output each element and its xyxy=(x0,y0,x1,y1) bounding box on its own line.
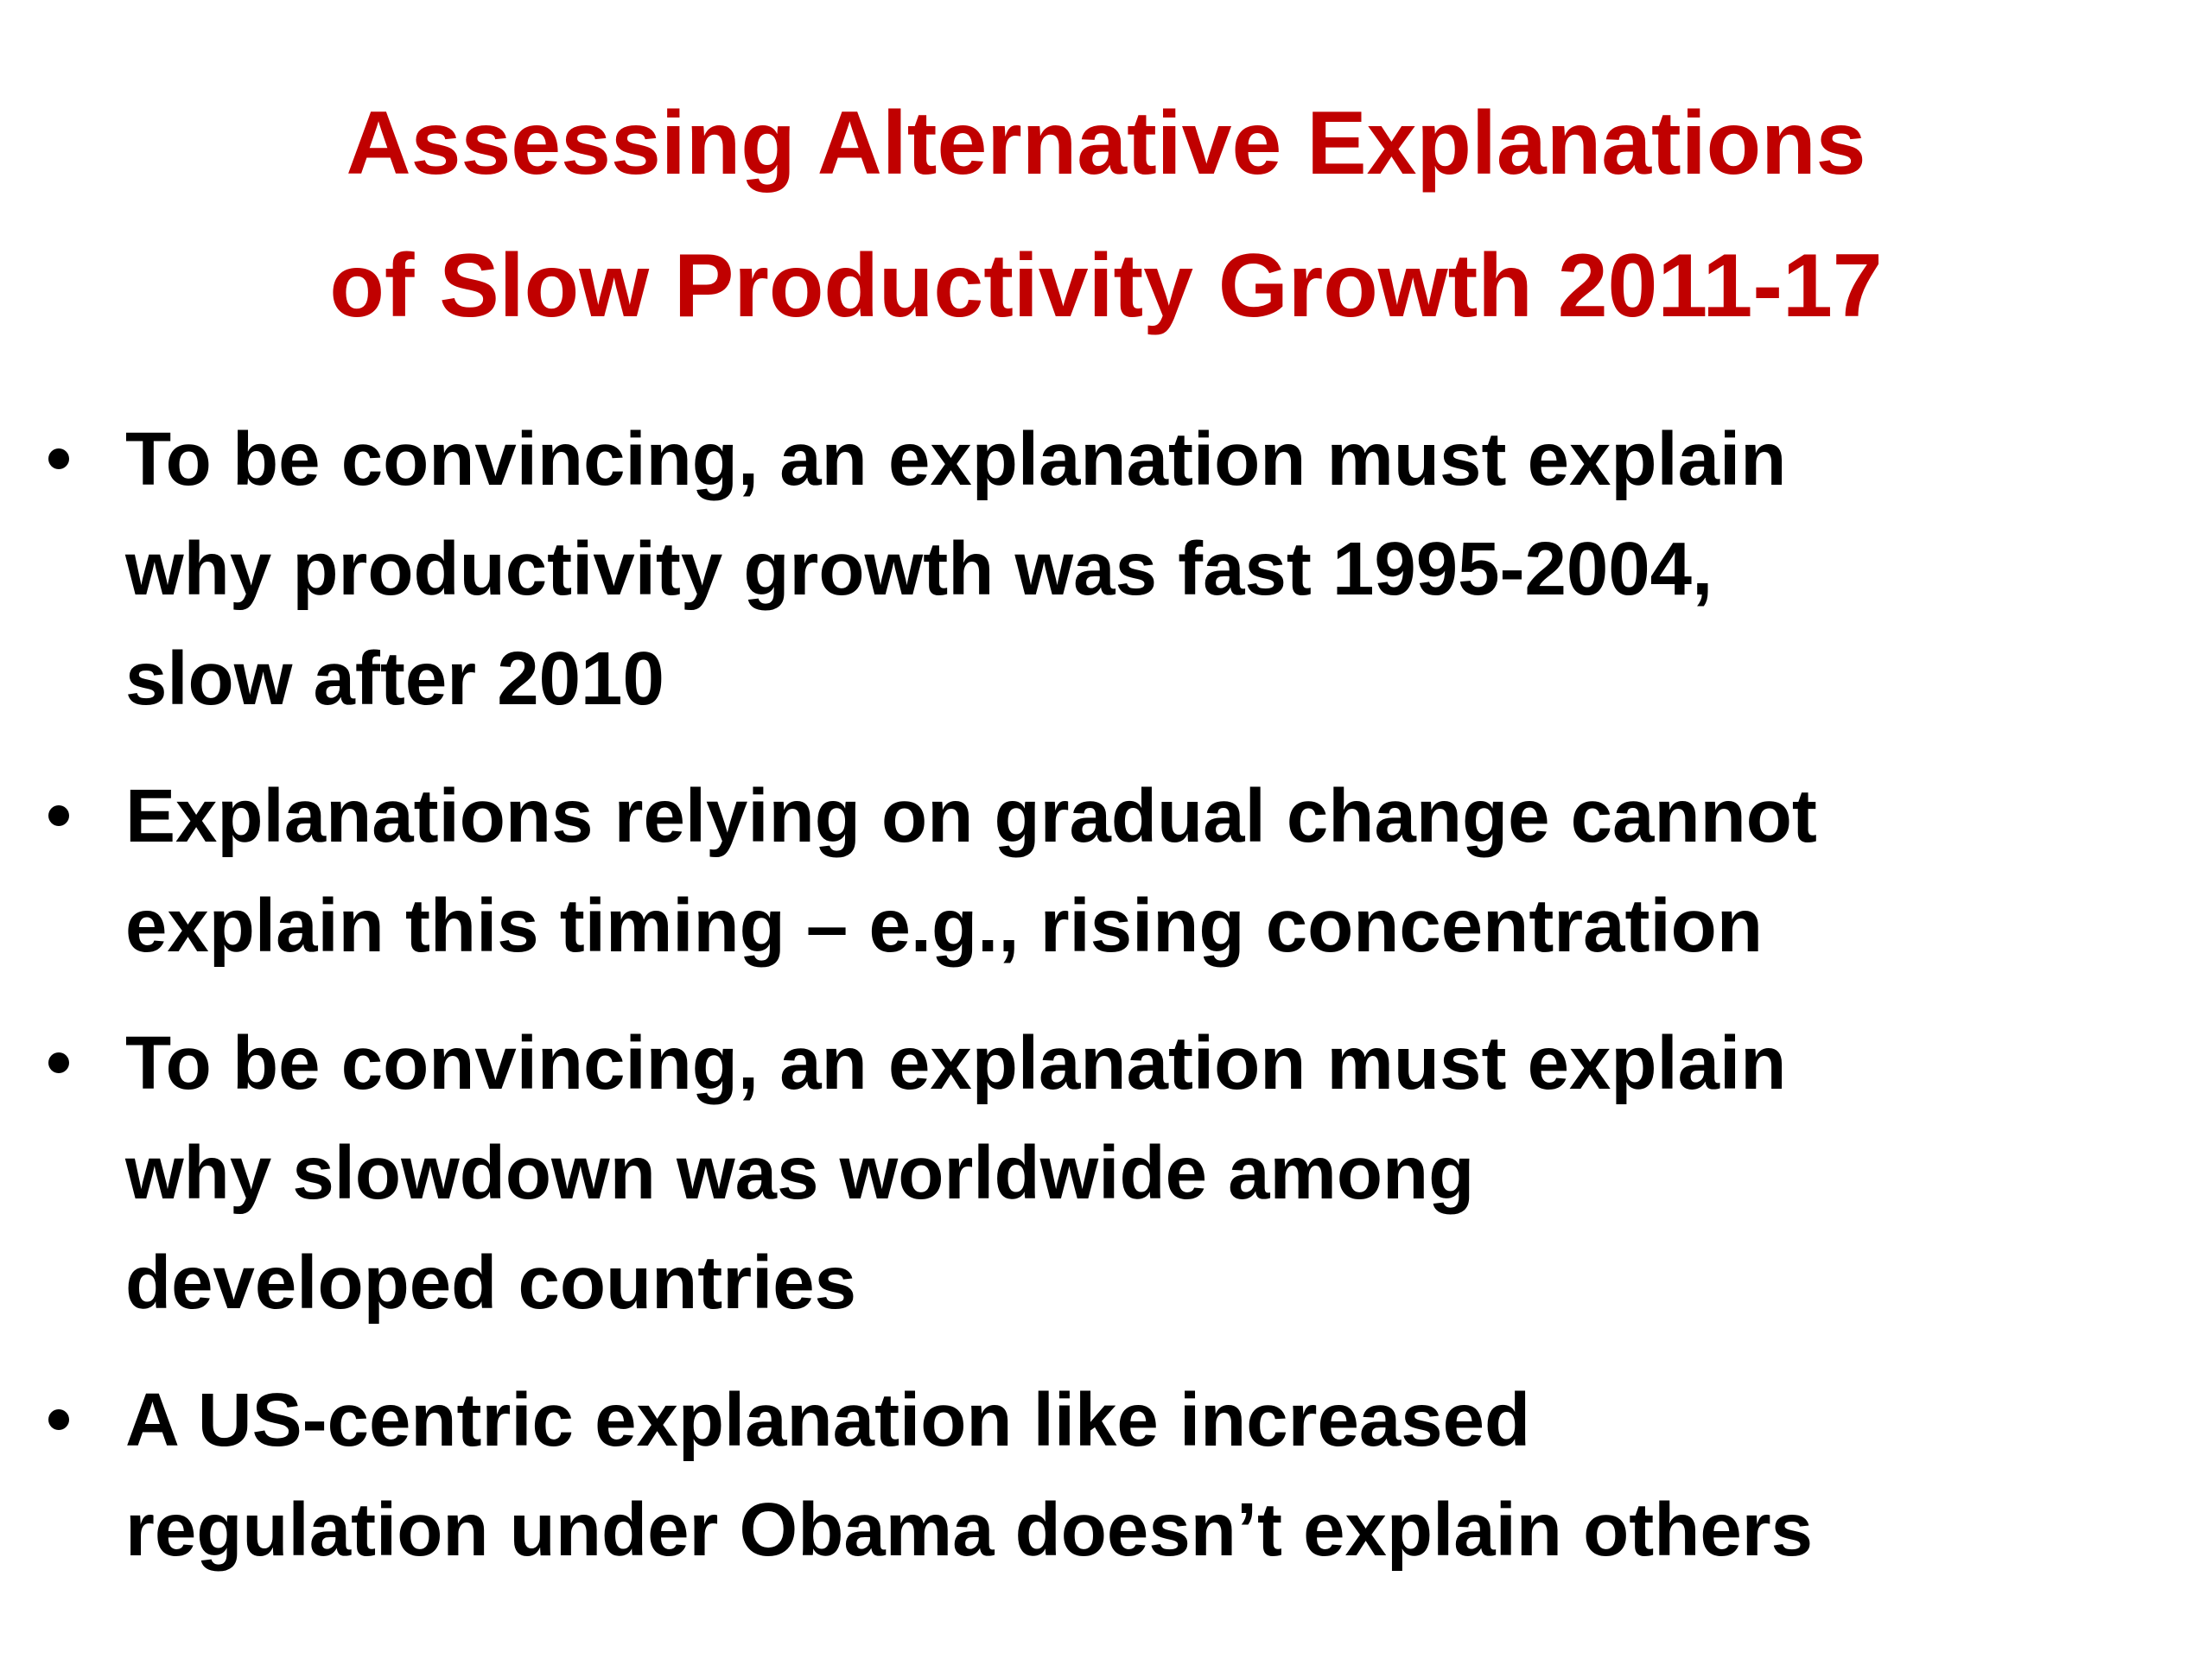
bullet-line: To be convincing, an explanation must ex… xyxy=(125,1021,1786,1105)
bullet-line: A US-centric explanation like increased xyxy=(125,1378,1530,1462)
bullet-line: explain this timing – e.g., rising conce… xyxy=(125,884,1763,968)
bullet-line: developed countries xyxy=(125,1241,856,1325)
bullet-item: Explanations relying on gradual change c… xyxy=(48,774,1817,968)
bullet-line: regulation under Obama doesn’t explain o… xyxy=(125,1488,1813,1572)
bullet-line: why productivity growth was fast 1995-20… xyxy=(124,527,1713,611)
bullet-item: To be convincing, an explanation must ex… xyxy=(48,1021,1786,1325)
bullet-line: slow after 2010 xyxy=(125,637,664,721)
bullet-dot xyxy=(48,1052,69,1073)
bullet-dot xyxy=(48,1409,69,1430)
bullet-item: To be convincing, an explanation must ex… xyxy=(48,417,1786,721)
bullet-line: Explanations relying on gradual change c… xyxy=(125,774,1817,858)
bullet-dot xyxy=(48,448,69,469)
bullet-item: A US-centric explanation like increased r… xyxy=(48,1378,1813,1572)
title-line: of Slow Productivity Growth 2011-17 xyxy=(329,236,1882,336)
bullet-line: To be convincing, an explanation must ex… xyxy=(125,417,1786,501)
bullet-line: why slowdown was worldwide among xyxy=(124,1131,1474,1215)
bullet-list: To be convincing, an explanation must ex… xyxy=(48,417,1817,1572)
bullet-dot xyxy=(48,805,69,826)
title-line: Assessing Alternative Explanations xyxy=(346,93,1866,194)
title: Assessing Alternative Explanations of Slo… xyxy=(329,93,1882,336)
